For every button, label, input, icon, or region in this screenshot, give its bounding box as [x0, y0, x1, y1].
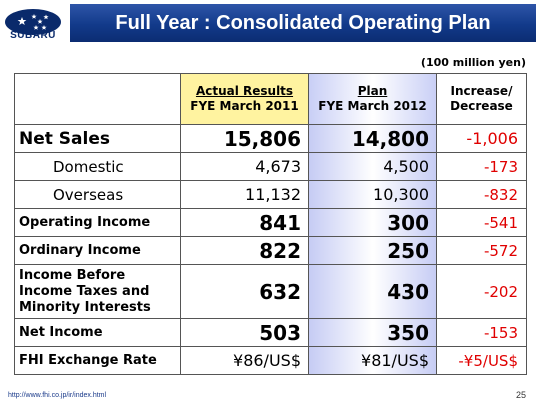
row-operating-income: Operating Income 841 300 -541 [14, 208, 527, 237]
row-label: Net Income [14, 318, 181, 347]
row-label-line: Minority Interests [19, 299, 151, 315]
header-plan: Plan FYE March 2012 [308, 73, 437, 125]
row-label: Net Sales [14, 124, 181, 153]
slide-title: Full Year : Consolidated Operating Plan [70, 4, 536, 42]
change-value: -173 [436, 152, 527, 181]
row-label: Income Before Income Taxes and Minority … [14, 264, 181, 319]
plan-value: ¥81/US$ [308, 346, 437, 375]
plan-value: 250 [308, 236, 437, 265]
header-change: Increase/ Decrease [436, 73, 527, 125]
row-label: Overseas [14, 180, 181, 209]
plan-value: 430 [308, 264, 437, 319]
actual-value: 822 [180, 236, 309, 265]
change-value: -¥5/US$ [436, 346, 527, 375]
actual-value: ¥86/US$ [180, 346, 309, 375]
row-net-income: Net Income 503 350 -153 [14, 318, 527, 347]
change-value: -572 [436, 236, 527, 265]
row-label: Domestic [14, 152, 181, 181]
header-change-line2: Decrease [450, 99, 513, 113]
change-value: -202 [436, 264, 527, 319]
plan-value: 4,500 [308, 152, 437, 181]
change-value: -153 [436, 318, 527, 347]
change-value: -541 [436, 208, 527, 237]
actual-value: 632 [180, 264, 309, 319]
footer-url: http://www.fhi.co.jp/ir/index.html [8, 392, 107, 399]
header-plan-period: FYE March 2012 [318, 99, 427, 113]
row-exchange-rate: FHI Exchange Rate ¥86/US$ ¥81/US$ -¥5/US… [14, 346, 527, 375]
row-label: Ordinary Income [14, 236, 181, 265]
plan-value: 350 [308, 318, 437, 347]
change-value: -1,006 [436, 124, 527, 153]
actual-value: 11,132 [180, 180, 309, 209]
brand-wordmark: SUBARU [10, 30, 56, 41]
header-actual-period: FYE March 2011 [190, 99, 299, 113]
page-number: 25 [515, 390, 526, 400]
row-overseas: Overseas 11,132 10,300 -832 [14, 180, 527, 209]
row-label: FHI Exchange Rate [14, 346, 181, 375]
actual-value: 4,673 [180, 152, 309, 181]
header-plan-title: Plan [357, 84, 388, 98]
plan-value: 300 [308, 208, 437, 237]
change-value: -832 [436, 180, 527, 209]
actual-value: 503 [180, 318, 309, 347]
row-label-line: Income Taxes and [19, 283, 150, 299]
subaru-logo-icon [5, 9, 61, 35]
plan-value: 14,800 [308, 124, 437, 153]
row-domestic: Domestic 4,673 4,500 -173 [14, 152, 527, 181]
actual-value: 15,806 [180, 124, 309, 153]
actual-value: 841 [180, 208, 309, 237]
row-ordinary-income: Ordinary Income 822 250 -572 [14, 236, 527, 265]
operating-plan-table: Actual Results FYE March 2011 Plan FYE M… [14, 73, 527, 375]
header-actual: Actual Results FYE March 2011 [180, 73, 309, 125]
header-empty-cell [14, 73, 181, 125]
header-change-line1: Increase/ [450, 84, 513, 98]
header-actual-title: Actual Results [195, 84, 294, 98]
row-income-before-taxes: Income Before Income Taxes and Minority … [14, 264, 527, 319]
units-note: (100 million yen) [420, 56, 526, 69]
header-row: Actual Results FYE March 2011 Plan FYE M… [14, 73, 527, 125]
row-label: Operating Income [14, 208, 181, 237]
row-label-line: Income Before [19, 267, 126, 283]
row-net-sales: Net Sales 15,806 14,800 -1,006 [14, 124, 527, 153]
plan-value: 10,300 [308, 180, 437, 209]
